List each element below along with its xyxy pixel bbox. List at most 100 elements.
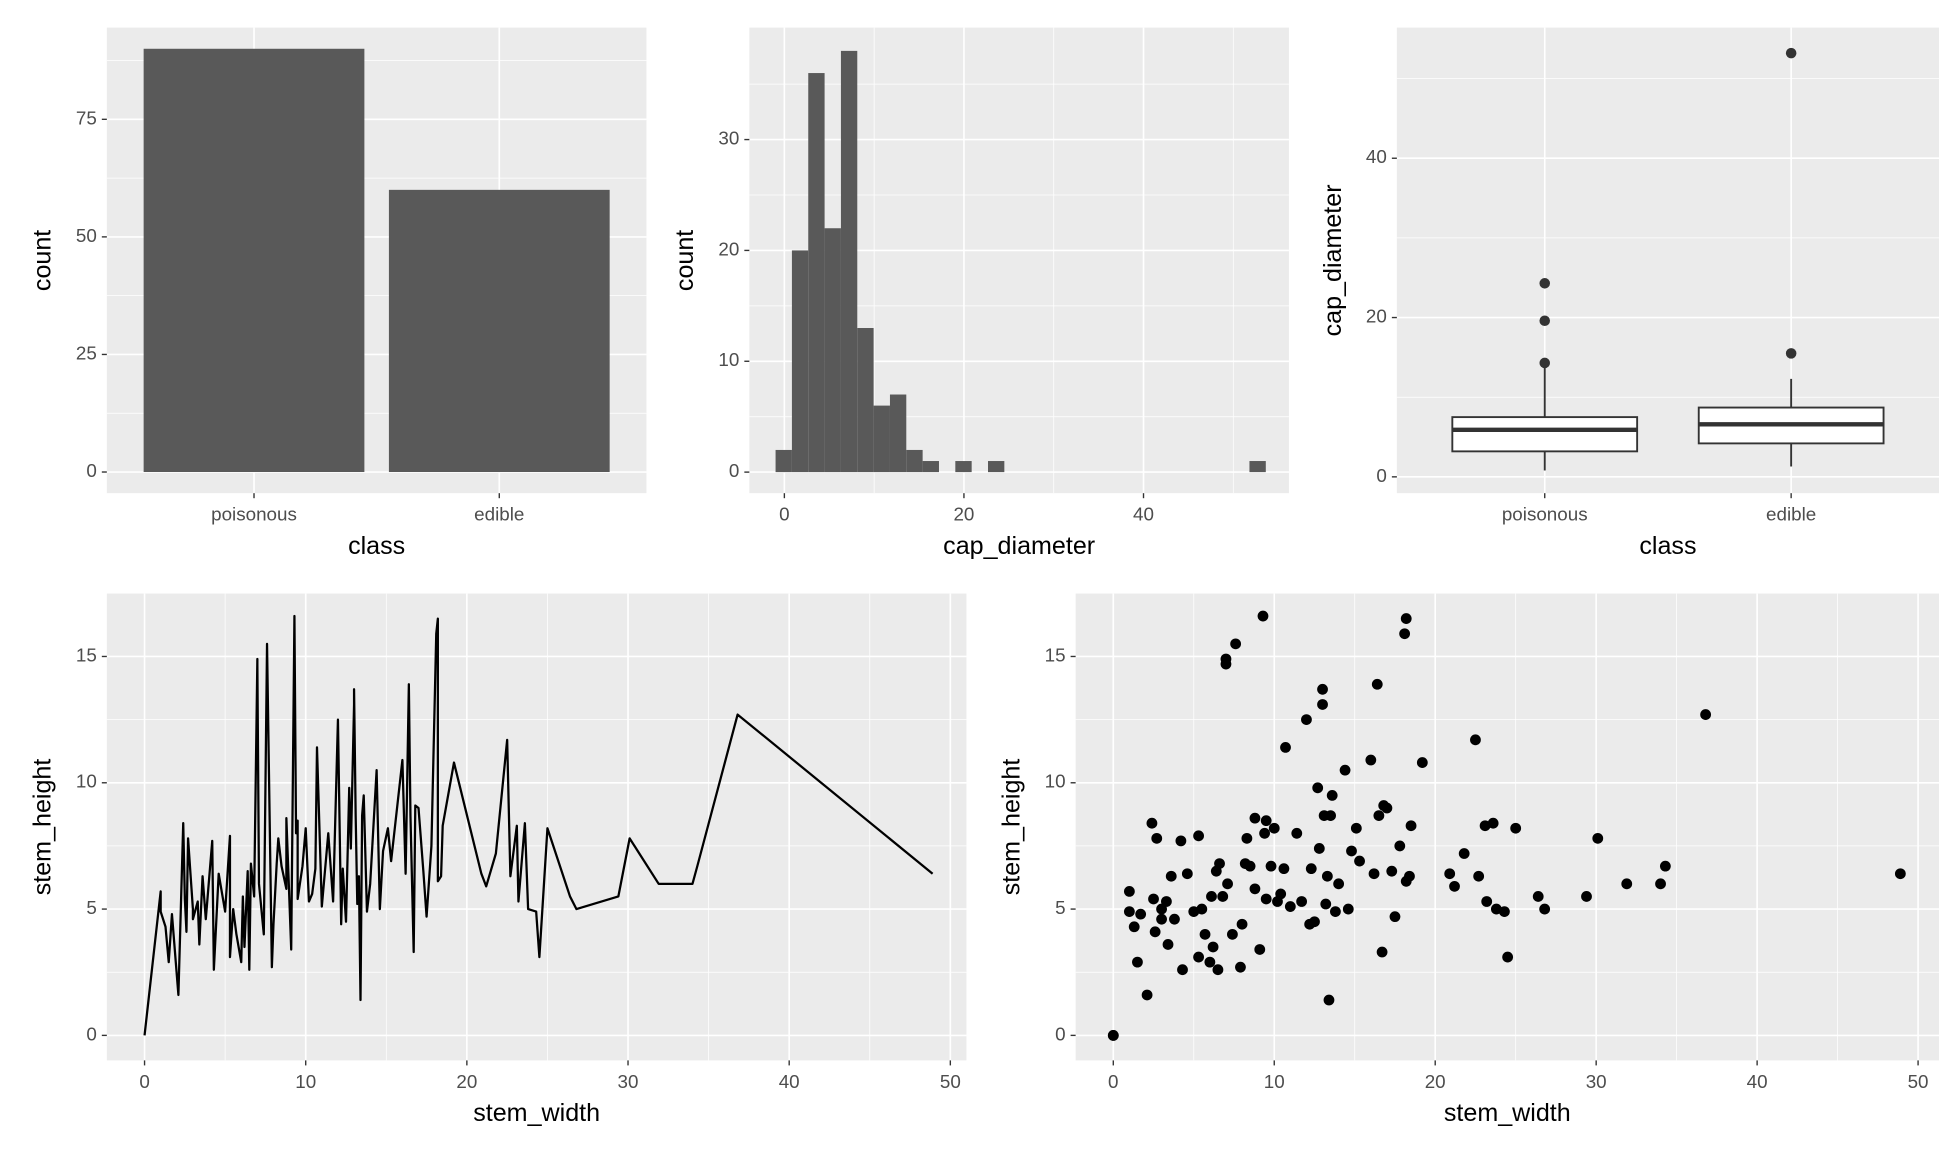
point bbox=[1325, 810, 1336, 822]
point bbox=[1135, 908, 1147, 920]
point bbox=[1481, 896, 1493, 907]
point bbox=[1400, 613, 1412, 624]
point bbox=[1321, 870, 1333, 882]
x-axis-title: cap_diameter bbox=[943, 532, 1095, 560]
point bbox=[1532, 891, 1544, 902]
point bbox=[1217, 891, 1229, 902]
outlier bbox=[1539, 357, 1551, 369]
x-tick-label: edible bbox=[1766, 504, 1816, 525]
point bbox=[1196, 903, 1208, 915]
point bbox=[1339, 764, 1351, 776]
point bbox=[1149, 926, 1161, 938]
y-tick-label: 20 bbox=[718, 238, 739, 259]
point bbox=[1244, 860, 1256, 872]
panel: 0 10 20 30 0 20 40 cap_diameter count bbox=[671, 27, 1289, 560]
point bbox=[1207, 941, 1219, 953]
outlier bbox=[1785, 348, 1797, 359]
y-tick-label: 0 bbox=[1055, 1023, 1065, 1044]
panel: 0 5 10 15 0 10 20 30 40 50 stem_width stem_height bbox=[29, 593, 967, 1127]
point bbox=[1107, 1029, 1119, 1041]
x-tick-label: poisonous bbox=[1502, 504, 1588, 525]
y-axis-title: stem_height bbox=[29, 759, 57, 896]
point bbox=[1220, 658, 1232, 670]
x-axis-title: class bbox=[1639, 532, 1696, 560]
histogram-bar bbox=[955, 461, 972, 473]
x-tick-label: 10 bbox=[295, 1071, 316, 1092]
point bbox=[1123, 906, 1135, 918]
y-tick-label: 10 bbox=[76, 771, 97, 792]
x-tick-label: 40 bbox=[1133, 504, 1154, 525]
point bbox=[1458, 848, 1470, 859]
x-tick-label: 40 bbox=[1747, 1071, 1768, 1092]
panel-background bbox=[1075, 593, 1939, 1061]
point bbox=[1700, 709, 1712, 720]
point bbox=[1141, 989, 1153, 1001]
point bbox=[1312, 782, 1324, 794]
point bbox=[1342, 903, 1354, 915]
point bbox=[1227, 928, 1238, 940]
x-tick-label: 50 bbox=[940, 1071, 961, 1092]
point bbox=[1381, 802, 1393, 814]
y-axis-title: count bbox=[29, 230, 57, 291]
panel: 0 5 10 15 0 10 20 30 40 50 stem_width stem_height bbox=[998, 593, 1939, 1127]
histogram-bar bbox=[808, 73, 825, 473]
point bbox=[1309, 916, 1320, 928]
histogram-bar bbox=[922, 461, 939, 473]
outlier bbox=[1539, 315, 1551, 326]
y-tick-label: 30 bbox=[718, 128, 739, 149]
point bbox=[1416, 757, 1428, 768]
y-tick-label: 50 bbox=[76, 225, 97, 246]
point bbox=[1241, 832, 1253, 844]
point bbox=[1169, 913, 1180, 925]
histogram-bar bbox=[840, 50, 858, 473]
point bbox=[1296, 896, 1308, 907]
y-tick-label: 15 bbox=[76, 644, 97, 665]
point bbox=[1249, 812, 1261, 824]
y-axis-title: stem_height bbox=[998, 759, 1026, 896]
x-tick-label: 50 bbox=[1908, 1071, 1929, 1092]
point bbox=[1394, 840, 1406, 852]
point bbox=[1132, 956, 1143, 968]
histogram-bar bbox=[857, 328, 874, 473]
point bbox=[1317, 699, 1328, 710]
point bbox=[1659, 860, 1671, 872]
point bbox=[1621, 878, 1633, 890]
point bbox=[1354, 855, 1365, 867]
point bbox=[1444, 868, 1456, 880]
point bbox=[1206, 891, 1217, 902]
point bbox=[1510, 822, 1522, 834]
point bbox=[1280, 742, 1291, 753]
point bbox=[1313, 843, 1325, 854]
point bbox=[1470, 734, 1481, 746]
point bbox=[1235, 961, 1246, 973]
point bbox=[1284, 901, 1296, 912]
x-tick-label: 40 bbox=[779, 1071, 800, 1092]
point bbox=[1148, 893, 1159, 905]
point bbox=[1487, 817, 1499, 829]
x-tick-label: 20 bbox=[1425, 1071, 1446, 1092]
histogram-bar bbox=[906, 449, 923, 473]
point bbox=[1249, 883, 1261, 895]
point bbox=[1260, 893, 1272, 905]
y-tick-label: 75 bbox=[76, 107, 97, 128]
point bbox=[1399, 628, 1411, 640]
point bbox=[1539, 903, 1551, 915]
point bbox=[1346, 845, 1357, 857]
point bbox=[1368, 868, 1380, 880]
x-axis-title: class bbox=[348, 532, 405, 560]
y-tick-label: 0 bbox=[729, 460, 739, 481]
point bbox=[1405, 820, 1417, 832]
point bbox=[1333, 878, 1345, 890]
x-tick-label: 20 bbox=[953, 504, 974, 525]
point bbox=[1473, 870, 1485, 882]
outlier bbox=[1539, 278, 1551, 289]
x-axis-title: stem_width bbox=[1444, 1099, 1571, 1127]
y-tick-label: 5 bbox=[1055, 897, 1065, 918]
bar bbox=[143, 48, 365, 473]
point bbox=[1502, 951, 1514, 963]
point bbox=[1214, 858, 1225, 870]
box bbox=[1451, 416, 1639, 453]
histogram-bar bbox=[1249, 461, 1266, 473]
